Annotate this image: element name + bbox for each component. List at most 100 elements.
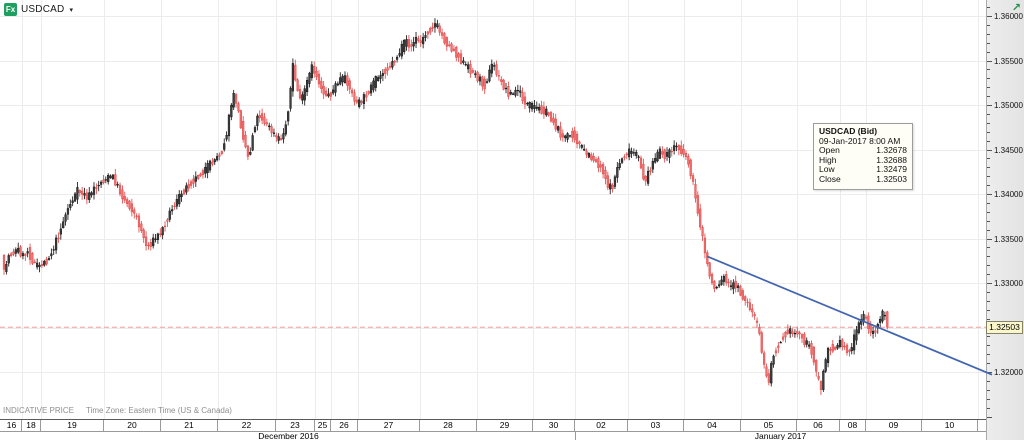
candle[interactable] bbox=[602, 164, 605, 175]
candle[interactable] bbox=[126, 199, 129, 205]
candle[interactable] bbox=[265, 122, 268, 125]
candle[interactable] bbox=[246, 145, 250, 157]
candle[interactable] bbox=[755, 320, 759, 323]
candle[interactable] bbox=[156, 233, 160, 240]
candle[interactable] bbox=[62, 221, 65, 229]
candle[interactable] bbox=[431, 26, 434, 29]
candle[interactable] bbox=[625, 153, 628, 156]
candle[interactable] bbox=[426, 31, 429, 35]
candle[interactable] bbox=[109, 175, 112, 179]
candle[interactable] bbox=[853, 334, 856, 351]
candle[interactable] bbox=[303, 88, 306, 101]
candle[interactable] bbox=[718, 284, 721, 287]
candle[interactable] bbox=[152, 237, 155, 247]
candle[interactable] bbox=[549, 112, 553, 122]
candle[interactable] bbox=[189, 181, 193, 186]
candle[interactable] bbox=[95, 187, 98, 189]
candle[interactable] bbox=[594, 159, 598, 162]
candle[interactable] bbox=[230, 104, 233, 118]
candle[interactable] bbox=[573, 130, 576, 141]
candle[interactable] bbox=[154, 238, 157, 240]
candle[interactable] bbox=[512, 93, 515, 95]
symbol-dropdown-caret-icon[interactable]: ▾ bbox=[69, 5, 73, 14]
candle[interactable] bbox=[329, 92, 332, 97]
candle[interactable] bbox=[161, 227, 164, 236]
candle[interactable] bbox=[739, 286, 742, 296]
candle[interactable] bbox=[471, 70, 474, 73]
candle[interactable] bbox=[684, 152, 688, 158]
candle[interactable] bbox=[38, 264, 41, 268]
candle[interactable] bbox=[713, 281, 716, 289]
candle[interactable] bbox=[424, 35, 427, 38]
candle[interactable] bbox=[559, 126, 562, 138]
candle[interactable] bbox=[845, 344, 849, 353]
candle[interactable] bbox=[642, 163, 645, 180]
candle[interactable] bbox=[736, 285, 740, 288]
candle[interactable] bbox=[609, 183, 612, 190]
candle[interactable] bbox=[871, 330, 875, 335]
candle[interactable] bbox=[291, 63, 294, 92]
candle[interactable] bbox=[208, 160, 212, 171]
time-axis[interactable]: 16 18 19 20 21 22 23 25 26 27 28 29 30 02 03 04 05 06 08 09… bbox=[0, 419, 986, 440]
price-axis[interactable]: 1.36000 1.35500 1.35000 1.34500 1.34000 1.335… bbox=[986, 0, 1024, 440]
candle[interactable] bbox=[526, 103, 529, 105]
candle[interactable] bbox=[298, 89, 302, 99]
candle[interactable] bbox=[445, 37, 448, 47]
candle[interactable] bbox=[17, 247, 20, 253]
candle[interactable] bbox=[838, 340, 842, 347]
candle[interactable] bbox=[587, 153, 590, 158]
candle[interactable] bbox=[379, 75, 382, 79]
candle[interactable] bbox=[675, 145, 678, 148]
candle[interactable] bbox=[381, 73, 384, 76]
candle[interactable] bbox=[275, 135, 278, 138]
candle[interactable] bbox=[223, 143, 226, 150]
candle[interactable] bbox=[272, 132, 276, 134]
candle[interactable] bbox=[47, 258, 51, 260]
candle[interactable] bbox=[83, 193, 86, 196]
candle[interactable] bbox=[796, 330, 799, 335]
candle[interactable] bbox=[324, 90, 328, 96]
candle[interactable] bbox=[244, 134, 247, 148]
candle[interactable] bbox=[507, 86, 510, 97]
candle[interactable] bbox=[213, 159, 216, 163]
candle[interactable] bbox=[789, 328, 792, 334]
candle[interactable] bbox=[180, 193, 183, 198]
candle[interactable] bbox=[772, 355, 775, 365]
candle[interactable] bbox=[611, 185, 614, 190]
candle[interactable] bbox=[31, 252, 34, 264]
candle[interactable] bbox=[403, 39, 406, 52]
candle[interactable] bbox=[443, 33, 446, 44]
candle[interactable] bbox=[763, 352, 766, 365]
candle[interactable] bbox=[102, 179, 105, 183]
candle[interactable] bbox=[597, 158, 600, 169]
candle[interactable] bbox=[639, 157, 643, 169]
candle[interactable] bbox=[175, 199, 178, 207]
candle[interactable] bbox=[815, 359, 818, 372]
candle[interactable] bbox=[637, 156, 640, 158]
candle[interactable] bbox=[343, 75, 347, 84]
candle[interactable] bbox=[732, 282, 735, 290]
candle[interactable] bbox=[97, 184, 100, 187]
candle[interactable] bbox=[43, 261, 46, 266]
candle[interactable] bbox=[812, 346, 815, 363]
candle[interactable] bbox=[483, 78, 486, 90]
candle[interactable] bbox=[384, 69, 387, 75]
candle[interactable] bbox=[725, 273, 728, 283]
candle[interactable] bbox=[386, 67, 389, 71]
candle[interactable] bbox=[566, 133, 569, 140]
candle[interactable] bbox=[398, 53, 401, 56]
candle[interactable] bbox=[185, 185, 188, 193]
candle[interactable] bbox=[130, 203, 133, 213]
candle[interactable] bbox=[646, 171, 650, 184]
candle[interactable] bbox=[12, 251, 15, 255]
candle[interactable] bbox=[258, 115, 261, 119]
candle[interactable] bbox=[227, 114, 231, 137]
candle[interactable] bbox=[355, 99, 358, 103]
candle[interactable] bbox=[407, 39, 411, 48]
candle[interactable] bbox=[33, 261, 36, 263]
candle[interactable] bbox=[187, 184, 190, 189]
candle[interactable] bbox=[495, 64, 498, 75]
candle[interactable] bbox=[753, 314, 756, 317]
candle[interactable] bbox=[66, 208, 70, 215]
candle[interactable] bbox=[40, 263, 43, 266]
